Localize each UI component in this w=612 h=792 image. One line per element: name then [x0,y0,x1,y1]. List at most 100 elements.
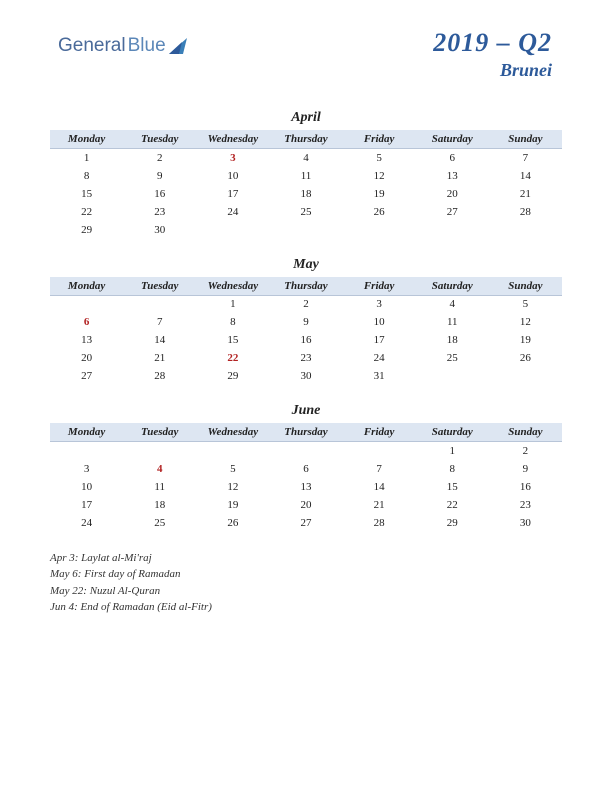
calendar-cell: 14 [489,167,562,185]
calendars-container: AprilMondayTuesdayWednesdayThursdayFrida… [50,110,562,532]
month-block: April MondayTuesdayWednesdayThursdayFrida… [50,110,562,239]
calendar-cell: 17 [50,496,123,514]
calendar-cell: 18 [416,331,489,349]
calendar-cell [489,221,562,239]
day-header: Tuesday [123,277,196,296]
calendar-cell: 28 [123,367,196,385]
calendar-cell: 6 [416,149,489,167]
calendar-cell: 25 [269,203,342,221]
calendar-cell: 12 [343,167,416,185]
day-header: Friday [343,130,416,149]
calendar-cell: 6 [50,313,123,331]
calendar-cell: 27 [269,514,342,532]
calendar-row: 1234567 [50,149,562,167]
calendar-cell: 22 [196,349,269,367]
calendar-cell: 4 [269,149,342,167]
day-header: Monday [50,130,123,149]
calendar-cell: 27 [416,203,489,221]
day-header: Wednesday [196,130,269,149]
calendar-cell: 1 [50,149,123,167]
calendar-cell: 5 [489,295,562,313]
calendar-row: 15161718192021 [50,185,562,203]
calendar-row: 891011121314 [50,167,562,185]
calendar-cell: 8 [416,460,489,478]
calendar-cell: 9 [489,460,562,478]
logo-text-blue: Blue [128,35,166,57]
calendar-cell: 27 [50,367,123,385]
calendar-cell [489,367,562,385]
calendar-cell: 20 [50,349,123,367]
calendar-cell: 18 [269,185,342,203]
calendar-cell: 8 [50,167,123,185]
day-header: Thursday [269,277,342,296]
month-title: April [50,110,562,126]
calendar-cell: 4 [123,460,196,478]
calendar-row: 2728293031 [50,367,562,385]
calendar-cell: 15 [50,185,123,203]
month-title: June [50,403,562,419]
calendar-cell: 29 [416,514,489,532]
calendar-cell: 15 [416,478,489,496]
day-header: Tuesday [123,130,196,149]
calendar-cell: 2 [489,442,562,460]
calendar-row: 17181920212223 [50,496,562,514]
calendar-cell: 15 [196,331,269,349]
calendar-cell: 11 [123,478,196,496]
calendar-cell: 14 [343,478,416,496]
calendar-cell: 28 [343,514,416,532]
calendar-cell: 24 [196,203,269,221]
calendar-cell: 26 [196,514,269,532]
calendar-cell: 28 [489,203,562,221]
calendar-cell: 8 [196,313,269,331]
calendar-row: 3456789 [50,460,562,478]
logo: General Blue [58,35,187,57]
calendar-cell: 3 [343,295,416,313]
calendar-cell: 26 [343,203,416,221]
calendar-cell: 17 [196,185,269,203]
calendar-cell [416,221,489,239]
calendar-cell: 21 [343,496,416,514]
calendar-cell [269,442,342,460]
calendar-cell: 10 [343,313,416,331]
calendar-cell: 16 [123,185,196,203]
calendar-row: 12 [50,442,562,460]
calendar-cell: 1 [196,295,269,313]
day-header: Monday [50,423,123,442]
calendar-row: 20212223242526 [50,349,562,367]
calendar-cell: 4 [416,295,489,313]
day-header: Sunday [489,423,562,442]
calendar-cell [50,442,123,460]
calendar-cell: 3 [50,460,123,478]
calendar-cell: 25 [416,349,489,367]
day-header: Friday [343,423,416,442]
calendar-cell: 23 [123,203,196,221]
day-header: Thursday [269,130,342,149]
day-header: Wednesday [196,277,269,296]
calendar-cell: 19 [196,496,269,514]
calendar-cell [343,442,416,460]
calendar-cell [343,221,416,239]
calendar-row: 24252627282930 [50,514,562,532]
calendar-cell: 7 [343,460,416,478]
holiday-item: May 6: First day of Ramadan [50,566,562,583]
calendar-cell: 7 [123,313,196,331]
calendar-cell: 21 [123,349,196,367]
year-quarter: 2019 – Q2 [433,28,552,58]
calendar-cell: 10 [196,167,269,185]
holiday-list: Apr 3: Laylat al-Mi'rajMay 6: First day … [50,550,562,616]
calendar-cell: 13 [50,331,123,349]
calendar-cell: 9 [123,167,196,185]
calendar-row: 13141516171819 [50,331,562,349]
calendar-table: MondayTuesdayWednesdayThursdayFridaySatu… [50,277,562,386]
holiday-item: Jun 4: End of Ramadan (Eid al-Fitr) [50,599,562,616]
logo-triangle-icon [169,38,187,54]
calendar-cell: 16 [269,331,342,349]
calendar-cell: 12 [196,478,269,496]
calendar-cell: 23 [489,496,562,514]
calendar-cell: 30 [489,514,562,532]
calendar-row: 10111213141516 [50,478,562,496]
calendar-cell: 20 [416,185,489,203]
calendar-cell: 5 [343,149,416,167]
country: Brunei [433,60,552,81]
calendar-cell [50,295,123,313]
